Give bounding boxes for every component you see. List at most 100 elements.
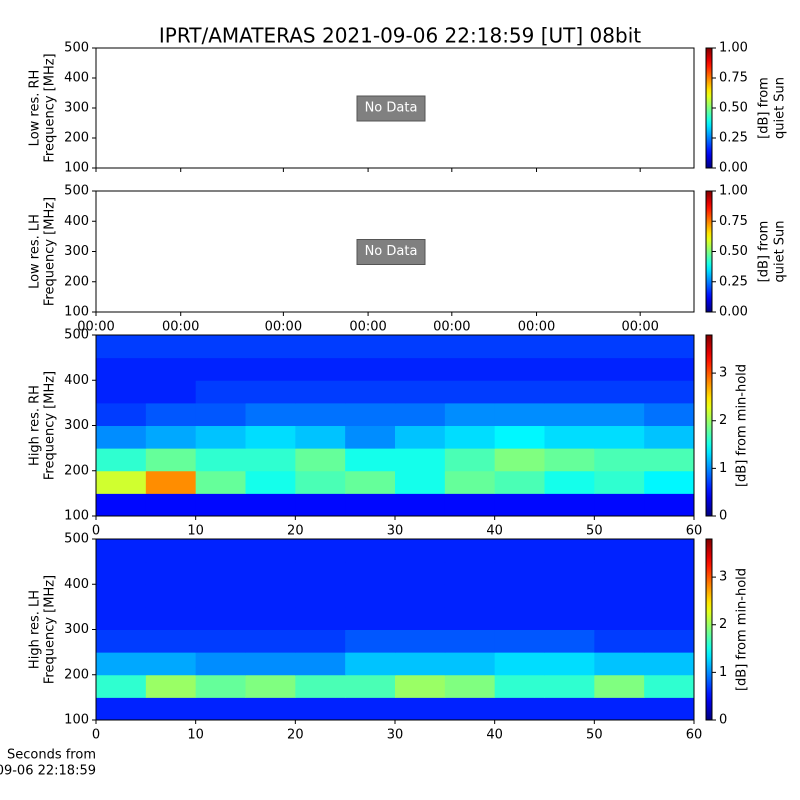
- heatmap-cell: [245, 629, 296, 653]
- heatmap-cell: [395, 652, 446, 676]
- heatmap-cell: [245, 561, 296, 585]
- heatmap-cell: [594, 561, 645, 585]
- colorbar-tick-label: 0: [719, 713, 727, 728]
- heatmap-cell: [245, 380, 296, 404]
- heatmap-cell: [544, 629, 595, 653]
- heatmap-cell: [644, 425, 695, 449]
- heatmap-cell: [295, 402, 346, 426]
- heatmap-cell: [544, 697, 595, 721]
- heatmap-cell: [245, 335, 296, 359]
- x-tick-label: 00:00: [433, 320, 470, 335]
- heatmap-cell: [594, 629, 645, 653]
- heatmap-cell: [245, 652, 296, 676]
- heatmap-cell: [295, 674, 346, 698]
- heatmap-cell: [444, 470, 496, 494]
- y-tick-label: 100: [64, 305, 89, 320]
- y-tick-label: 300: [64, 622, 89, 637]
- colorbar-label: [dB] from: [757, 77, 772, 139]
- heatmap-cell: [444, 697, 496, 721]
- heatmap-cell: [96, 425, 147, 449]
- heatmap-cell: [644, 539, 695, 563]
- y-axis-label: High res. RH: [28, 385, 43, 466]
- heatmap-cell: [145, 335, 197, 359]
- y-axis-label: Frequency [MHz]: [43, 575, 58, 684]
- x-tick-label: 20: [287, 524, 304, 539]
- colorbar-label: [dB] from min-hold: [735, 364, 750, 487]
- heatmap-cell: [594, 402, 645, 426]
- heatmap-cell: [295, 448, 346, 472]
- heatmap-cell: [544, 470, 595, 494]
- y-axis-label: Low res. RH: [28, 70, 43, 147]
- colorbar-tick-label: 0.75: [719, 71, 748, 86]
- heatmap-cell: [245, 493, 296, 517]
- heatmap-cell: [395, 402, 446, 426]
- heatmap-cell: [444, 561, 496, 585]
- x-tick-label: 50: [586, 728, 603, 743]
- x-tick-label: 00:00: [349, 320, 386, 335]
- heatmap-cell: [195, 470, 246, 494]
- colorbar-tick-label: 0.50: [719, 101, 748, 116]
- y-axis-label: Frequency [MHz]: [43, 53, 58, 162]
- heatmap-cell: [96, 561, 147, 585]
- heatmap-cell: [395, 584, 446, 608]
- heatmap-cell: [644, 697, 695, 721]
- heatmap-cell: [494, 357, 545, 381]
- heatmap-cell: [395, 357, 446, 381]
- heatmap-cell: [96, 697, 147, 721]
- x-tick-label: 00:00: [621, 320, 658, 335]
- y-tick-label: 400: [64, 577, 89, 592]
- heatmap-cell: [644, 335, 695, 359]
- heatmap-cell: [544, 380, 595, 404]
- heatmap-cell: [195, 539, 246, 563]
- chart-title: IPRT/AMATERAS 2021-09-06 22:18:59 [UT] 0…: [159, 24, 641, 48]
- heatmap-cell: [494, 380, 545, 404]
- colorbar-tick-label: 0.50: [719, 244, 748, 259]
- heatmap-cell: [145, 606, 197, 630]
- heatmap-cell: [544, 561, 595, 585]
- heatmap-cell: [295, 652, 346, 676]
- heatmap-cell: [96, 448, 147, 472]
- heatmap-cell: [145, 652, 197, 676]
- heatmap-cell: [295, 493, 346, 517]
- heatmap-cell: [395, 380, 446, 404]
- heatmap-cell: [345, 697, 396, 721]
- heatmap-cell: [594, 697, 645, 721]
- heatmap-cell: [544, 425, 595, 449]
- x-tick-label: 40: [486, 728, 503, 743]
- y-tick-label: 100: [64, 161, 89, 176]
- heatmap-cell: [644, 561, 695, 585]
- heatmap-cell: [245, 697, 296, 721]
- heatmap-cell: [594, 425, 645, 449]
- x-tick-label: 60: [686, 524, 703, 539]
- y-axis-label: High res. LH: [28, 590, 43, 669]
- heatmap-cell: [644, 629, 695, 653]
- y-tick-label: 400: [64, 214, 89, 229]
- heatmap-cell: [544, 335, 595, 359]
- heatmap-cell: [345, 493, 396, 517]
- colorbar-tick-label: 1.00: [719, 41, 748, 56]
- heatmap-cell: [245, 357, 296, 381]
- y-axis-label: Frequency [MHz]: [43, 197, 58, 306]
- heatmap-cell: [195, 335, 246, 359]
- heatmap-cell: [395, 561, 446, 585]
- y-tick-label: 200: [64, 463, 89, 478]
- heatmap-cell: [444, 357, 496, 381]
- x-axis-label: 2021-09-06 22:18:59: [0, 764, 96, 779]
- heatmap-cell: [644, 402, 695, 426]
- heatmap-cell: [444, 652, 496, 676]
- heatmap-cell: [494, 402, 545, 426]
- x-tick-label: 00:00: [77, 320, 114, 335]
- heatmap-cell: [444, 606, 496, 630]
- y-axis-label: Low res. LH: [28, 214, 43, 289]
- heatmap-cell: [444, 335, 496, 359]
- colorbar-tick-label: 0.25: [719, 131, 748, 146]
- heatmap-cell: [245, 606, 296, 630]
- y-tick-label: 200: [64, 131, 89, 146]
- heatmap-cell: [345, 539, 396, 563]
- colorbar-tick-label: 2: [719, 617, 727, 632]
- heatmap-cell: [395, 629, 446, 653]
- heatmap-cell: [295, 470, 346, 494]
- heatmap-cell: [295, 697, 346, 721]
- heatmap-cell: [644, 493, 695, 517]
